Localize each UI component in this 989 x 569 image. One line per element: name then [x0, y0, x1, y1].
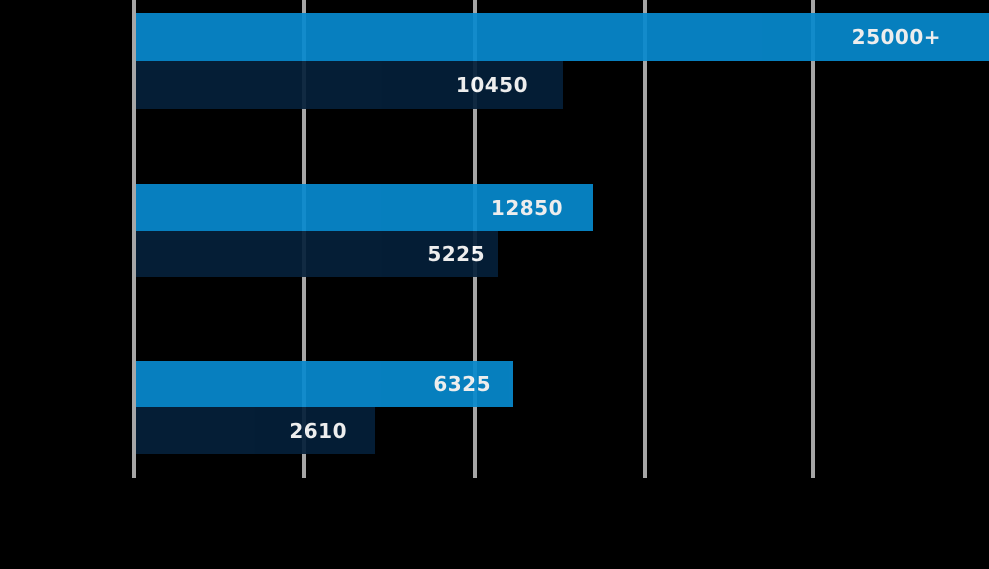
bar-value-label: 6325	[433, 372, 491, 396]
vertical-gridline	[811, 0, 815, 478]
bar-navy-2610: 2610	[136, 407, 375, 454]
bar-value-label: 5225	[427, 242, 485, 266]
bar-value-label: 25000+	[851, 25, 941, 49]
vertical-gridline	[643, 0, 647, 478]
bar-blue-25000: 25000+	[136, 13, 989, 61]
bar-blue-12850: 12850	[136, 184, 593, 231]
vertical-gridline	[132, 0, 136, 478]
bar-value-label: 2610	[289, 418, 347, 443]
bar-value-label: 10450	[455, 73, 528, 97]
bar-value-label: 12850	[490, 195, 563, 220]
bar-blue-6325: 6325	[136, 361, 513, 407]
bar-navy-10450: 10450	[136, 61, 563, 109]
bar-navy-5225: 5225	[136, 231, 498, 277]
